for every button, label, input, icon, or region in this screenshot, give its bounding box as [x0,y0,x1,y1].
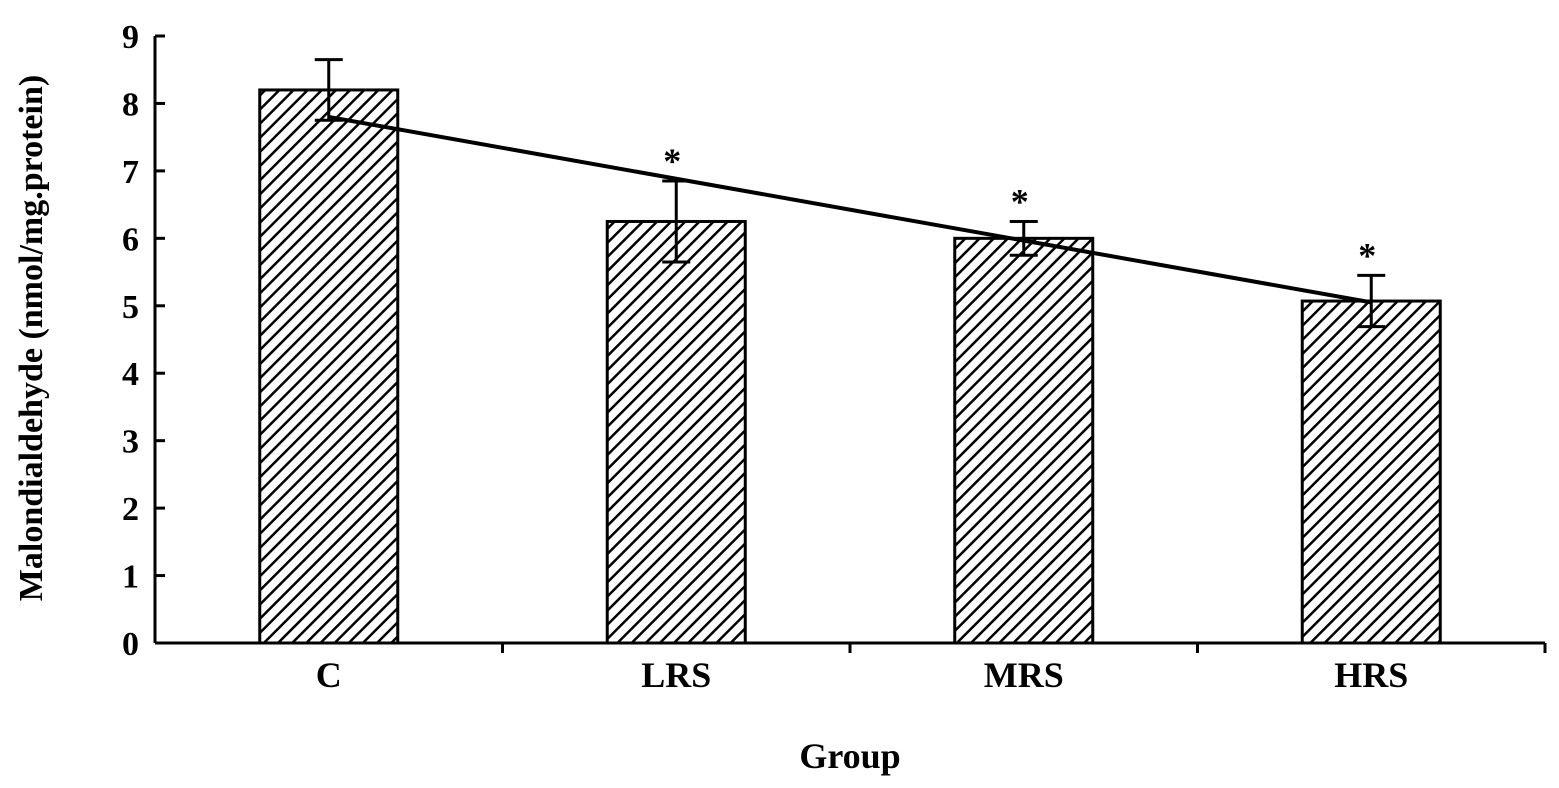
y-tick-label: 4 [122,356,139,393]
tick-labels: 0 1 2 3 4 5 6 7 8 9 C LRS MRS HRS [122,19,1408,695]
y-tick-label: 1 [122,559,139,596]
x-axis-label: Group [799,736,900,776]
bars [258,88,1442,645]
x-tick-label: HRS [1334,655,1408,695]
x-tick-label: LRS [641,655,711,695]
error-bars [314,58,1386,329]
trendline-group [328,114,1372,305]
bar-mrs [953,236,1095,645]
bar-c [258,88,400,645]
y-tick-label: 9 [122,19,139,56]
y-tick-label: 8 [122,86,139,123]
y-tick-label: 3 [122,424,139,461]
bar-lrs [605,219,747,645]
y-tick-label: 5 [122,289,139,326]
bar-hrs [1300,299,1442,645]
y-tick-label: 6 [122,221,139,258]
significance-mark: * [663,141,681,181]
significance-mark: * [1011,181,1029,221]
y-tick-label: 2 [122,491,139,528]
significance-mark: * [1358,235,1376,275]
x-tick-label: MRS [984,655,1064,695]
trendline [328,114,1372,305]
x-tick-label: C [316,655,342,695]
y-tick-label: 0 [122,626,139,663]
y-tick-label: 7 [122,154,139,191]
significance-marks: * * * [663,141,1376,275]
y-axis-label: Malondialdehyde (nmol/mg.protein) [13,75,50,601]
